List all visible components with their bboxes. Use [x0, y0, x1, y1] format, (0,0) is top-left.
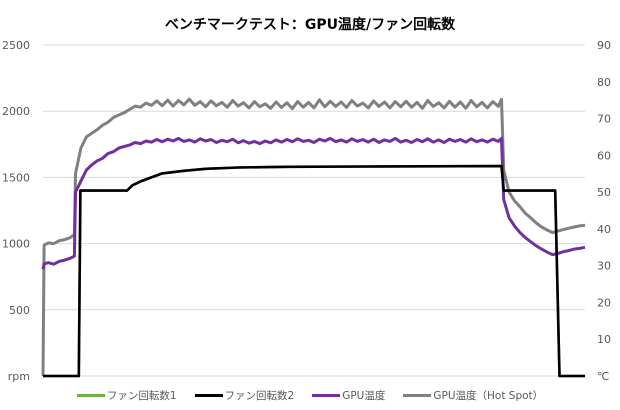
- legend-swatch: [312, 394, 341, 397]
- y2-tick-label: 30: [597, 260, 611, 273]
- y-tick-label: 500: [9, 304, 30, 317]
- legend-item: GPU温度: [312, 388, 385, 403]
- legend-label: GPU温度: [342, 390, 386, 402]
- legend-item: ファン回転数2: [194, 388, 295, 403]
- series-line-2: [41, 136, 586, 270]
- y2-tick-label: 20: [597, 296, 611, 309]
- y2-tick-label: ℃: [597, 370, 609, 383]
- legend-label: ファン回転数1: [106, 390, 177, 402]
- y2-tick-label: 90: [597, 39, 611, 52]
- y-tick-label: rpm: [8, 370, 30, 383]
- legend-swatch: [403, 394, 432, 397]
- y2-tick-label: 40: [597, 223, 611, 236]
- y-tick-label: 2000: [2, 105, 30, 118]
- legend-item: GPU温度（Hot Spot）: [403, 388, 543, 403]
- y2-tick-label: 60: [597, 149, 611, 162]
- legend-swatch: [194, 394, 223, 397]
- y2-tick-label: 70: [597, 113, 611, 126]
- y2-tick-label: 10: [597, 333, 611, 346]
- legend-swatch: [76, 394, 105, 397]
- legend: ファン回転数1 ファン回転数2 GPU温度 GPU温度（Hot Spot）: [0, 388, 620, 403]
- series-line-1: [43, 164, 585, 378]
- y2-tick-label: 50: [597, 186, 611, 199]
- legend-label: GPU温度（Hot Spot）: [433, 390, 544, 402]
- y2-tick-label: 80: [597, 76, 611, 89]
- y-tick-label: 1000: [2, 238, 30, 251]
- chart-title: ベンチマークテスト：GPU温度/ファン回転数: [164, 17, 456, 33]
- legend-label: ファン回転数2: [224, 390, 295, 402]
- y-tick-label: 2500: [2, 39, 30, 52]
- series-line-3: [41, 97, 586, 377]
- y-tick-label: 1500: [2, 171, 30, 184]
- legend-item: ファン回転数1: [76, 388, 177, 403]
